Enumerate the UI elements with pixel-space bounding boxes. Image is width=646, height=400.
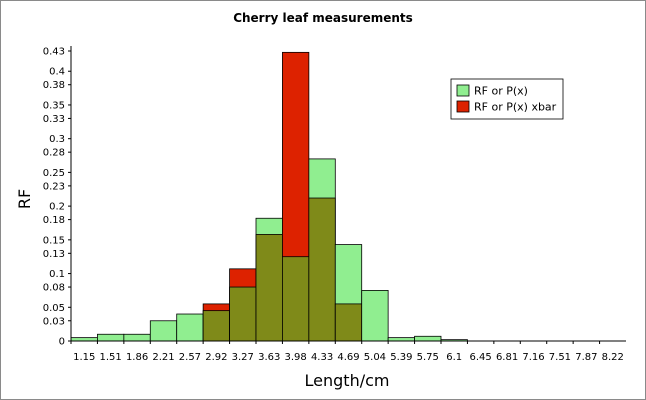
x-tick-label: 3.63 xyxy=(258,352,280,363)
x-tick-label: 6.45 xyxy=(470,352,492,363)
y-tick-label: 0.18 xyxy=(43,215,65,226)
chart-title: Cherry leaf measurements xyxy=(233,11,413,25)
y-tick-label: 0.03 xyxy=(43,316,65,327)
bar-rf-2.57 xyxy=(176,313,204,342)
bar-rf-1.51 xyxy=(97,333,125,342)
x-tick-label: 1.51 xyxy=(100,352,122,363)
x-tick-label: 2.57 xyxy=(179,352,201,363)
bar-overlap-2.92 xyxy=(202,310,230,342)
x-tick-label: 5.04 xyxy=(364,352,386,363)
x-tick-label: 7.51 xyxy=(549,352,571,363)
axes-group: 0 0.03 0.05 0.08 0.1 0.13 0.15 0.18 0.2 0.23 0.25 0… xyxy=(43,46,626,363)
x-tick-label: 2.92 xyxy=(205,352,227,363)
x-axis-label: Length/cm xyxy=(305,371,390,390)
x-tick-label: 6.81 xyxy=(496,352,518,363)
x-tick-label: 3.27 xyxy=(232,352,254,363)
x-tick-label: 8.22 xyxy=(602,352,624,363)
bar-overlap-3.27 xyxy=(229,286,257,342)
y-tick-label: 0.33 xyxy=(43,114,65,125)
bar-overlap-3.98 xyxy=(282,256,310,342)
y-tick-label: 0.05 xyxy=(43,303,65,314)
x-tick-label: 1.86 xyxy=(126,352,148,363)
y-tick-label: 0.38 xyxy=(43,80,65,91)
x-tick-label: 3.98 xyxy=(285,352,307,363)
y-tick-label: 0.4 xyxy=(49,67,65,78)
y-tick-label: 0.28 xyxy=(43,148,65,159)
legend: RF or P(x) RF or P(x) xbar xyxy=(450,78,564,120)
y-tick-label: 0.13 xyxy=(43,249,65,260)
y-tick-label: 0 xyxy=(59,337,65,348)
y-axis-label: RF xyxy=(15,189,34,209)
bar-rf-2.21 xyxy=(149,320,178,342)
y-tick-label: 0.43 xyxy=(43,47,65,58)
legend-swatch xyxy=(456,84,470,97)
x-tick-label: 7.16 xyxy=(522,352,544,363)
bar-overlap-4.69 xyxy=(334,303,363,342)
y-tick-label: 0.2 xyxy=(49,202,65,213)
bar-overlap-4.33 xyxy=(308,197,336,342)
bar-rf-1.15 xyxy=(70,337,98,342)
x-tick-label: 6.1 xyxy=(446,352,462,363)
x-tick-label: 4.69 xyxy=(337,352,359,363)
x-tick-label: 4.33 xyxy=(311,352,333,363)
legend-label: RF or P(x) xbar xyxy=(474,101,557,114)
bars-group xyxy=(70,51,468,342)
x-tick-label: 5.75 xyxy=(417,352,439,363)
bar-rf-1.86 xyxy=(123,333,151,342)
bar-overlap-3.63 xyxy=(255,234,283,342)
y-tick-label: 0.15 xyxy=(43,235,65,246)
y-tick-label: 0.1 xyxy=(49,269,65,280)
legend-label: RF or P(x) xyxy=(474,85,528,98)
x-tick-label: 2.21 xyxy=(152,352,174,363)
y-tick-label: 0.23 xyxy=(43,181,65,192)
x-tick-label: 5.39 xyxy=(390,352,412,363)
y-tick-label: 0.08 xyxy=(43,283,65,294)
bar-rf-5.75 xyxy=(414,335,442,342)
legend-swatch xyxy=(456,100,470,113)
x-tick-label: 7.87 xyxy=(575,352,597,363)
legend-box xyxy=(450,78,564,120)
bar-rf-5.04 xyxy=(361,290,389,342)
y-tick-label: 0.25 xyxy=(43,168,65,179)
bar-rf-5.39 xyxy=(387,337,415,342)
y-tick-label: 0.3 xyxy=(49,134,65,145)
x-tick-label: 1.15 xyxy=(73,352,95,363)
y-tick-label: 0.35 xyxy=(43,100,65,111)
